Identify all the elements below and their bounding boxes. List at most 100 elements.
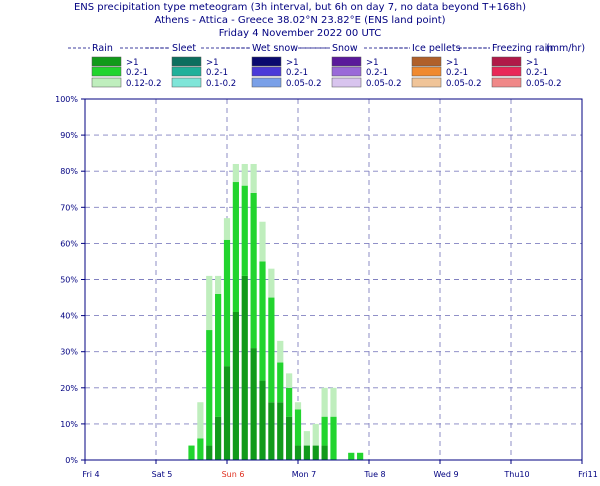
legend-entry-label: >1 <box>286 58 299 68</box>
bar-segment <box>206 275 213 331</box>
legend-swatch <box>251 66 282 77</box>
legend-swatch <box>91 77 122 88</box>
bar-segment <box>241 163 248 186</box>
legend-swatch <box>491 66 522 77</box>
bar-segment <box>348 452 355 460</box>
legend-swatch <box>91 66 122 77</box>
y-tick-label: 20% <box>60 384 78 393</box>
legend-group-4: Ice pellets <box>412 43 461 54</box>
legend-entry-label: 0.2-1 <box>526 68 548 78</box>
legend-group-0: Rain <box>92 43 113 54</box>
bar-segment <box>197 438 204 460</box>
legend-entry-label: 0.2-1 <box>366 68 388 78</box>
bar-segment <box>232 182 239 312</box>
bar-segment <box>223 239 231 367</box>
legend: Rain>10.2-10.12-0.2Sleet>10.2-10.1-0.2We… <box>68 43 585 89</box>
chart-title: ENS precipitation type meteogram (3h int… <box>73 2 527 13</box>
bar-segment <box>259 380 266 460</box>
legend-swatch <box>171 56 202 67</box>
bar-segment <box>277 402 284 460</box>
bar-segment <box>268 402 275 460</box>
bar-segment <box>277 340 284 363</box>
bar-segment <box>277 362 284 403</box>
legend-entry-label: 0.2-1 <box>286 68 308 78</box>
legend-swatch <box>331 56 362 67</box>
x-day-label: Mon 7 <box>292 470 317 479</box>
bar-segment <box>215 275 222 294</box>
bar-segment <box>223 218 231 240</box>
legend-swatch <box>171 77 202 88</box>
bar-segment <box>250 163 257 193</box>
legend-swatch <box>91 56 122 67</box>
bar-segment <box>330 387 337 417</box>
legend-group-1: Sleet <box>172 43 196 54</box>
bar-segment <box>357 452 364 460</box>
x-day-label: Fri 4 <box>82 470 99 479</box>
bar-segment <box>250 348 257 460</box>
bar-segment <box>250 192 257 349</box>
run-date-subtitle: Friday 4 November 2022 00 UTC <box>218 28 382 39</box>
grid <box>85 99 583 460</box>
bar-segment <box>223 366 231 460</box>
y-tick-label: 50% <box>60 276 78 285</box>
bar-segment <box>312 423 319 446</box>
legend-entry-label: 0.12-0.2 <box>126 79 162 89</box>
bar-segment <box>286 373 293 388</box>
legend-swatch <box>331 77 362 88</box>
legend-swatch <box>411 77 442 88</box>
bar-segment <box>241 185 248 276</box>
x-day-label: Sat 5 <box>152 470 173 479</box>
bar-segment <box>330 416 337 460</box>
legend-swatch <box>491 56 522 67</box>
bar-segment <box>197 402 204 439</box>
bar-segment <box>286 387 293 417</box>
x-day-label: Wed 9 <box>433 470 458 479</box>
legend-swatch <box>411 56 442 67</box>
bar-segment <box>294 409 302 446</box>
bar-segment <box>259 221 266 262</box>
legend-group-2: Wet snow <box>252 43 298 54</box>
bar-segment <box>321 445 328 460</box>
y-tick-label: 10% <box>60 420 78 429</box>
bar-segment <box>188 445 195 460</box>
axes: 0% 10% 20% 30% 40% 50% 60% 70% 80% 90% 100% Fri 4 Sa… <box>55 95 598 479</box>
bars <box>188 163 364 460</box>
bar-segment <box>294 402 302 410</box>
x-day-label: Sun 6 <box>222 470 245 479</box>
x-day-label: Fri11 <box>578 470 598 479</box>
legend-entry-label: 0.2-1 <box>206 68 228 78</box>
legend-swatch <box>251 77 282 88</box>
y-tick-label: 40% <box>60 312 78 321</box>
y-tick-label: 100% <box>55 95 78 104</box>
bar-segment <box>232 311 239 460</box>
legend-entry-label: 0.05-0.2 <box>526 79 562 89</box>
legend-group-5: Freezing rain <box>492 43 553 54</box>
bar-segment <box>312 445 319 460</box>
x-day-label: Tue 8 <box>363 470 385 479</box>
y-tick-label: 90% <box>60 131 78 140</box>
legend-unit-label: (mm/hr) <box>546 43 585 54</box>
bar-segment <box>241 275 248 460</box>
legend-swatch <box>171 66 202 77</box>
x-day-label: Thu10 <box>503 470 529 479</box>
bar-segment <box>294 445 302 460</box>
legend-swatch <box>411 66 442 77</box>
location-subtitle: Athens - Attica - Greece 38.02°N 23.82°E… <box>154 15 446 26</box>
y-tick-label: 70% <box>60 203 78 212</box>
bar-segment <box>321 416 328 446</box>
y-tick-label: 60% <box>60 239 78 248</box>
bar-segment <box>286 416 293 460</box>
bar-segment <box>215 293 222 417</box>
legend-entry-label: 0.05-0.2 <box>366 79 402 89</box>
bar-segment <box>303 431 310 446</box>
y-tick-label: 80% <box>60 167 78 176</box>
bar-segment <box>268 268 275 298</box>
bar-segment <box>259 261 266 381</box>
legend-entry-label: >1 <box>126 58 139 68</box>
legend-entry-label: >1 <box>206 58 219 68</box>
legend-entry-label: 0.05-0.2 <box>286 79 322 89</box>
bar-segment <box>303 445 310 460</box>
legend-swatch <box>331 66 362 77</box>
